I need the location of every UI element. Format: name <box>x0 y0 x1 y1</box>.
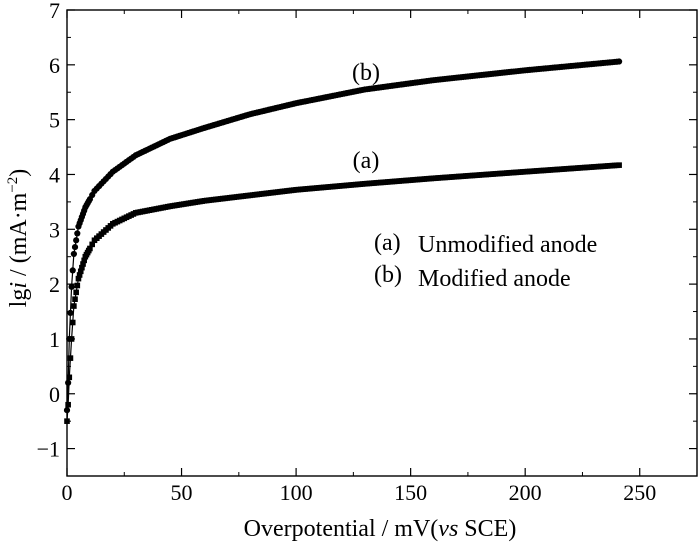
data-point <box>66 335 73 343</box>
data-point <box>74 230 81 237</box>
data-point <box>63 407 71 414</box>
data-point <box>80 261 86 267</box>
y-axis-title-suffix: / (mA·m <box>6 192 32 282</box>
y-axis-title-italic: i <box>6 282 32 289</box>
data-point <box>73 237 80 244</box>
y-tick-label: 3 <box>49 217 60 242</box>
data-point <box>66 374 73 381</box>
y-tick-label: 6 <box>49 53 60 78</box>
data-point <box>79 264 85 271</box>
y-axis-title: lgi / (mA·m−2) <box>5 169 32 308</box>
y-tick-label: 7 <box>49 0 60 23</box>
x-axis-title-prefix: Overpotential / mV( <box>244 516 439 542</box>
data-point <box>71 244 79 251</box>
x-axis-title-suffix: SCE) <box>458 516 516 542</box>
x-tick-label: 100 <box>280 480 313 505</box>
plot-frame <box>66 9 698 477</box>
legend-tag-b: (b) <box>374 262 402 288</box>
curve-label-b: (b) <box>352 60 380 86</box>
y-tick-label: 2 <box>49 272 60 297</box>
y-tick-label: −1 <box>37 437 60 462</box>
x-tick-label: 50 <box>171 480 193 505</box>
data-point <box>67 355 74 361</box>
data-point <box>74 282 81 289</box>
data-point <box>75 275 82 282</box>
y-tick-label: 4 <box>49 162 60 187</box>
data-point <box>616 58 623 65</box>
data-point <box>68 283 75 290</box>
data-point <box>87 245 93 252</box>
data-point <box>76 272 83 278</box>
legend-tag-a: (a) <box>374 230 401 256</box>
y-axis-title-prefix: lg <box>6 289 32 308</box>
x-axis-title: Overpotential / mV(vs SCE) <box>244 516 517 542</box>
data-point <box>73 289 79 296</box>
y-tick-label: 0 <box>49 382 60 407</box>
legend-text-b: Modified anode <box>418 266 571 292</box>
y-axis-title-close: ) <box>6 169 32 177</box>
data-point <box>69 319 76 326</box>
x-tick-label: 0 <box>62 480 73 505</box>
data-point <box>65 379 72 386</box>
data-point <box>616 162 622 168</box>
data-point <box>67 309 74 316</box>
curve-label-a: (a) <box>353 148 380 174</box>
y-axis-title-sup: −2 <box>5 177 21 193</box>
data-point <box>71 303 77 309</box>
legend: (a) Unmodified anode (b) Modified anode <box>374 230 597 292</box>
data-point <box>77 268 84 275</box>
series-a <box>64 162 622 424</box>
x-axis-title-italic: vs <box>438 516 458 542</box>
y-tick-label: 5 <box>49 108 60 133</box>
x-tick-label: 200 <box>509 480 542 505</box>
data-series <box>63 58 623 424</box>
data-point <box>65 401 71 408</box>
data-point <box>89 241 95 248</box>
data-point <box>81 257 87 264</box>
x-tick-label: 150 <box>394 480 427 505</box>
data-point <box>70 250 77 258</box>
series-line <box>66 164 620 422</box>
x-tick-label: 250 <box>623 480 656 505</box>
series-b <box>63 58 623 414</box>
legend-text-a: Unmodified anode <box>418 232 597 258</box>
data-point <box>64 418 70 424</box>
data-point <box>72 296 78 302</box>
data-point <box>69 267 76 274</box>
y-tick-label: 1 <box>49 327 60 352</box>
